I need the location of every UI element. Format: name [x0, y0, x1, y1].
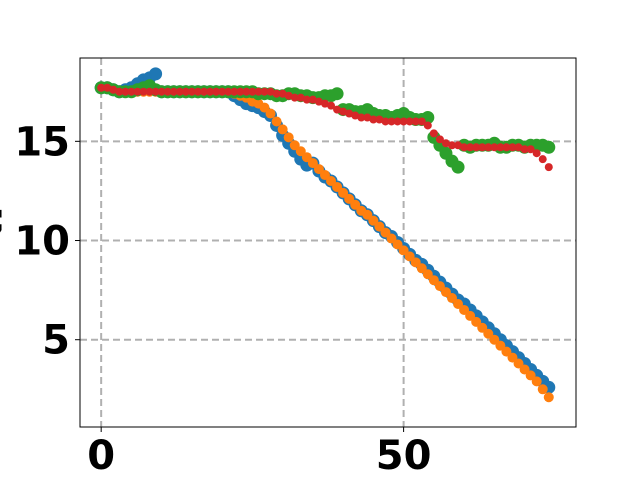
data-point	[448, 141, 456, 150]
data-point	[260, 87, 269, 96]
data-point	[520, 145, 529, 154]
data-point	[109, 85, 118, 94]
data-point	[466, 143, 475, 152]
data-point	[97, 83, 106, 92]
data-point	[302, 95, 311, 104]
data-point	[531, 376, 542, 387]
data-point	[212, 87, 221, 96]
data-point	[490, 143, 499, 152]
data-point	[478, 143, 487, 152]
data-point	[248, 87, 257, 96]
data-point	[387, 117, 396, 126]
series-4	[97, 83, 553, 172]
data-point	[544, 163, 553, 172]
data-point	[271, 116, 282, 127]
data-point	[283, 132, 294, 143]
data-point	[115, 87, 124, 96]
data-point	[405, 117, 414, 126]
data-point	[460, 143, 469, 152]
data-point	[236, 87, 245, 96]
data-point	[369, 115, 378, 124]
data-point	[320, 99, 329, 108]
data-point	[327, 101, 336, 110]
data-point	[218, 87, 227, 96]
data-point	[224, 87, 233, 96]
data-point	[526, 145, 535, 154]
data-point	[345, 109, 354, 118]
data-point	[543, 392, 554, 403]
data-point	[542, 140, 556, 154]
data-point	[532, 149, 541, 158]
data-point	[429, 129, 438, 138]
data-point	[514, 143, 523, 152]
data-point	[230, 87, 239, 96]
data-point	[151, 87, 160, 96]
data-point	[351, 111, 360, 120]
data-point	[314, 97, 323, 106]
data-point	[157, 87, 166, 96]
data-point	[278, 89, 287, 98]
data-point	[308, 95, 317, 104]
data-point	[277, 124, 288, 135]
data-point	[508, 143, 517, 152]
data-point	[254, 87, 263, 96]
data-point	[242, 87, 251, 96]
data-point	[187, 87, 196, 96]
data-point	[133, 87, 142, 96]
data-point	[145, 87, 154, 96]
data-point	[266, 87, 275, 96]
x-tick-label: 0	[87, 433, 115, 479]
data-point	[381, 117, 390, 126]
data-point	[149, 67, 163, 81]
data-point	[451, 160, 465, 174]
data-point	[193, 87, 202, 96]
data-point	[375, 115, 384, 124]
data-point	[330, 87, 344, 101]
data-point	[399, 117, 408, 126]
data-point	[537, 384, 548, 395]
data-point	[121, 87, 130, 96]
data-point	[181, 87, 190, 96]
data-point	[163, 87, 172, 96]
data-point	[206, 87, 215, 96]
data-point	[538, 155, 547, 164]
data-point	[127, 87, 136, 96]
data-point	[333, 105, 342, 114]
series-layer	[94, 67, 556, 403]
x-tick-label: 50	[376, 433, 432, 479]
data-point	[103, 83, 112, 92]
data-point	[175, 87, 184, 96]
ylabel-fragment-upper: :	[0, 82, 4, 128]
data-point	[417, 117, 426, 126]
data-point	[423, 121, 432, 130]
data-point	[296, 93, 305, 102]
y-tick-label: 15	[14, 119, 70, 165]
data-point	[339, 107, 348, 116]
data-point	[272, 89, 281, 98]
y-tick-label: 10	[14, 219, 70, 265]
data-point	[484, 143, 493, 152]
data-point	[435, 135, 444, 144]
data-point	[265, 108, 276, 119]
data-point	[284, 91, 293, 100]
data-point	[139, 87, 148, 96]
data-point	[200, 87, 208, 96]
data-point	[393, 117, 402, 126]
data-point	[454, 141, 463, 150]
data-point	[411, 117, 420, 126]
data-point	[441, 139, 450, 148]
data-point	[472, 143, 481, 152]
data-point	[496, 143, 505, 152]
data-point	[363, 113, 372, 122]
axes: 0 50 5 10 15	[14, 119, 431, 479]
data-point	[169, 87, 178, 96]
data-point	[290, 93, 299, 102]
data-point	[357, 113, 366, 122]
ylabel-fragment-lower: ;	[0, 196, 6, 242]
plot-frame	[79, 57, 577, 428]
data-point	[502, 143, 511, 152]
y-tick-label: 5	[42, 318, 70, 364]
